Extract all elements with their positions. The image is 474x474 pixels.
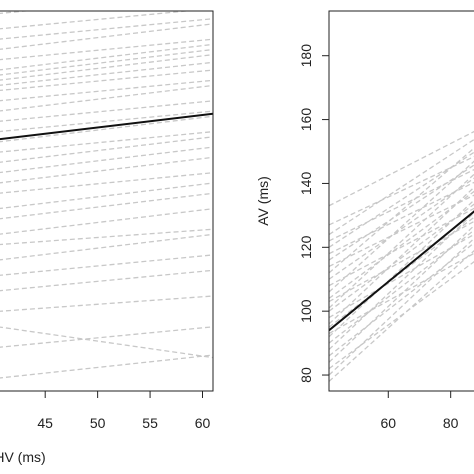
individual-line [0,208,213,235]
individual-line [329,203,474,312]
individual-line [329,151,474,248]
individual-line [329,229,474,344]
individual-line [0,156,213,184]
x-tick-label: 55 [142,415,158,431]
right-chart-panel: 60 80 80 100 120 140 160 180 AV (ms) [255,10,474,431]
individual-line [0,79,213,102]
individual-line [0,228,213,246]
individual-line [0,254,213,276]
individual-line [329,147,474,274]
left-chart-panel: 45 50 55 60 HV (ms) [0,10,214,465]
individual-line [329,138,474,236]
individual-line [329,237,474,376]
individual-line [0,295,213,312]
y-tick-label: 100 [298,299,314,323]
individual-line [0,110,213,133]
x-tick-label: 45 [37,415,53,431]
individual-line [0,38,213,61]
y-tick-label: 80 [298,367,314,383]
mean-line [329,210,474,332]
x-tick-label: 60 [380,415,396,431]
x-tick-label: 50 [90,415,106,431]
individual-line [0,23,213,50]
individual-line [329,173,474,309]
individual-line [0,146,213,174]
individual-line [0,11,32,15]
plot-frame [328,10,474,392]
individual-line [329,212,474,350]
individual-line [0,172,213,194]
individual-line [0,48,213,76]
y-axis-label: AV (ms) [255,176,271,226]
individual-line [329,207,474,287]
individual-line [0,18,213,40]
individual-line [0,43,213,71]
individual-line [0,269,213,292]
individual-line [0,100,213,122]
individual-line [0,115,213,143]
individual-line [329,130,474,207]
individual-line [0,354,213,379]
individual-line [0,61,213,86]
data-lines [329,130,474,382]
individual-line [329,164,474,261]
individual-line [329,242,474,357]
individual-line [0,326,213,359]
x-tick-label: 60 [195,415,211,431]
individual-line [329,216,474,328]
individual-line [329,220,474,303]
individual-line [0,84,213,112]
individual-line [0,69,213,92]
individual-line [329,260,474,370]
individual-line [329,155,474,226]
individual-line [329,177,474,280]
data-lines [0,11,213,379]
y-tick-label: 180 [298,44,314,68]
individual-line [329,181,474,255]
y-tick-label: 160 [298,108,314,132]
individual-line [0,182,213,210]
y-tick-label: 120 [298,235,314,259]
individual-line [0,54,213,81]
individual-line [0,192,213,220]
individual-line [0,131,213,153]
individual-line [329,160,474,293]
x-axis-label: HV (ms) [0,449,46,465]
individual-line [329,199,474,338]
individual-line [0,233,213,261]
individual-line [0,11,193,30]
individual-line [0,326,213,348]
individual-line [329,252,474,335]
individual-line [0,136,213,163]
plot-frame [0,10,214,392]
individual-line [329,233,474,319]
x-tick-label: 80 [443,415,459,431]
individual-line [329,224,474,363]
mean-line [0,112,213,141]
individual-line [329,194,474,268]
y-tick-label: 140 [298,172,314,196]
individual-line [329,186,474,325]
individual-line [329,168,474,242]
